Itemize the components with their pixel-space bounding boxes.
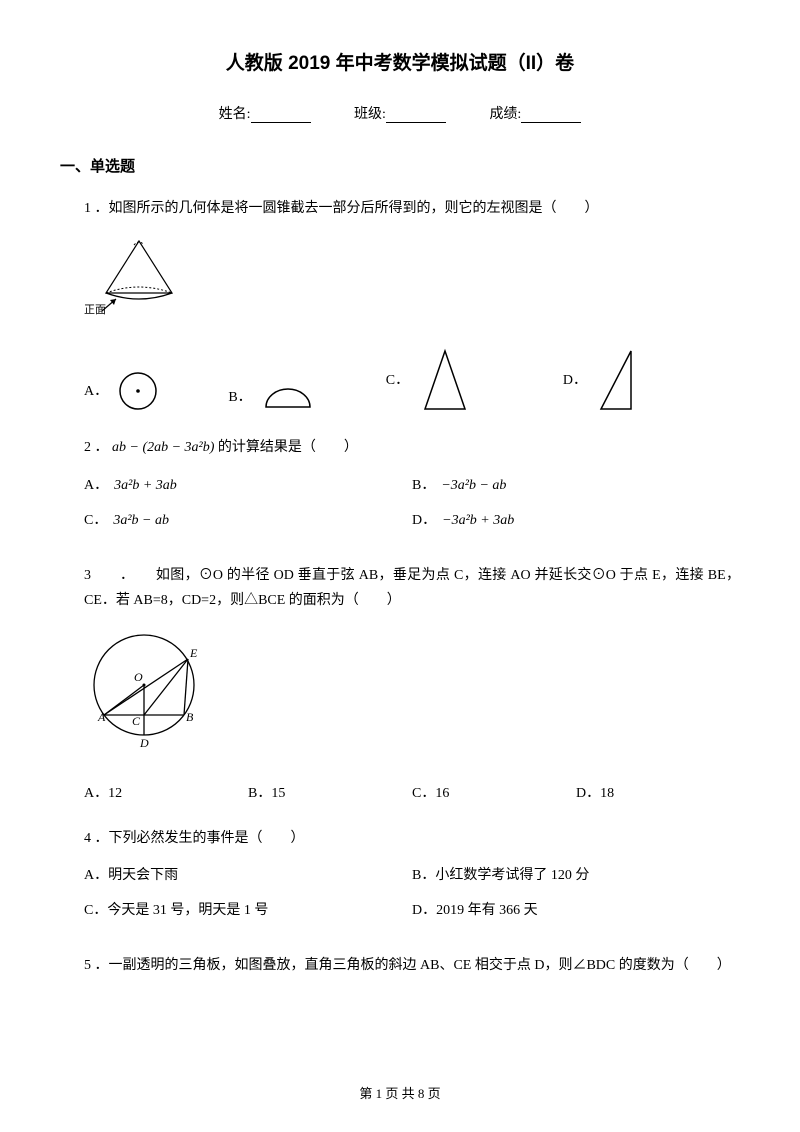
q1-opt-a-label: A． — [84, 379, 108, 404]
q3-opt-d[interactable]: D．18 — [576, 781, 740, 806]
name-label: 姓名: — [219, 107, 251, 122]
section-1-header: 一、单选题 — [60, 155, 740, 176]
svg-text:C: C — [132, 714, 141, 728]
score-blank[interactable] — [521, 109, 581, 123]
q1-opt-a[interactable]: A． — [84, 367, 228, 415]
q2-opt-b[interactable]: B． −3a²b − ab — [412, 473, 740, 498]
question-4: 4 ．下列必然发生的事件是（ ） A．明天会下雨 B．小红数学考试得了 120 … — [60, 826, 740, 934]
q2-prefix: 2 ． — [84, 440, 109, 455]
q2-opt-a-text: 3a²b + 3ab — [114, 473, 177, 498]
page-footer: 第 1 页 共 8 页 — [0, 1083, 800, 1102]
q4-opt-b-text: B．小红数学考试得了 120 分 — [412, 863, 589, 888]
q3-text: 3 ． 如图，⊙O 的半径 OD 垂直于弦 AB，垂足为点 C，连接 AO 并延… — [84, 563, 740, 613]
q3-figure: A B C D E O — [84, 625, 740, 762]
class-label: 班级: — [354, 107, 386, 122]
svg-text:A: A — [97, 710, 106, 724]
q2-opt-c-label: C． — [84, 508, 107, 533]
q2-suffix: 的计算结果是（ ） — [218, 440, 358, 455]
q4-opt-d[interactable]: D．2019 年有 366 天 — [412, 898, 740, 923]
page-container: 人教版 2019 年中考数学模拟试题（II）卷 姓名: 班级: 成绩: 一、单选… — [0, 0, 800, 1020]
triangle-icon — [415, 345, 475, 415]
circle-dot-icon — [114, 367, 162, 415]
q4-text: 4 ．下列必然发生的事件是（ ） — [84, 826, 740, 851]
q4-opt-b[interactable]: B．小红数学考试得了 120 分 — [412, 863, 740, 888]
q4-opt-c-text: C．今天是 31 号，明天是 1 号 — [84, 898, 268, 923]
q4-opt-d-text: D．2019 年有 366 天 — [412, 898, 538, 923]
q3-opt-b-text: B．15 — [248, 781, 285, 806]
q1-options: A． B． C． D． — [84, 345, 740, 415]
q2-opt-d[interactable]: D． −3a²b + 3ab — [412, 508, 740, 533]
q4-opt-a-text: A．明天会下雨 — [84, 863, 178, 888]
q3-opt-b[interactable]: B．15 — [248, 781, 412, 806]
q2-formula: ab − (2ab − 3a²b) — [112, 440, 214, 455]
svg-text:B: B — [186, 710, 194, 724]
cone-figure: 正面 — [84, 233, 194, 318]
svg-text:E: E — [189, 646, 198, 660]
q1-opt-b[interactable]: B． — [228, 379, 385, 415]
q1-opt-c[interactable]: C． — [386, 345, 563, 415]
student-info-row: 姓名: 班级: 成绩: — [60, 103, 740, 123]
q2-opt-d-text: −3a²b + 3ab — [442, 508, 514, 533]
question-3: 3 ． 如图，⊙O 的半径 OD 垂直于弦 AB，垂足为点 C，连接 AO 并延… — [60, 563, 740, 806]
q1-opt-d[interactable]: D． — [563, 345, 740, 415]
question-5: 5 ．一副透明的三角板，如图叠放，直角三角板的斜边 AB、CE 相交于点 D，则… — [60, 953, 740, 978]
q3-opt-d-text: D．18 — [576, 781, 614, 806]
q4-opt-a[interactable]: A．明天会下雨 — [84, 863, 412, 888]
question-2: 2 ． ab − (2ab − 3a²b) 的计算结果是（ ） A． 3a²b … — [60, 435, 740, 543]
q1-opt-d-label: D． — [563, 368, 587, 393]
circle-geometry-icon: A B C D E O — [84, 625, 214, 753]
svg-text:O: O — [134, 670, 143, 684]
name-blank[interactable] — [251, 109, 311, 123]
q2-opt-a-label: A． — [84, 473, 108, 498]
q3-opt-a-text: A．12 — [84, 781, 122, 806]
q2-opt-c[interactable]: C． 3a²b − ab — [84, 508, 412, 533]
q1-opt-b-label: B． — [228, 385, 251, 410]
q3-opt-c-text: C．16 — [412, 781, 449, 806]
q3-options: A．12 B．15 C．16 D．18 — [84, 781, 740, 806]
score-label: 成绩: — [489, 107, 521, 122]
q2-opt-d-label: D． — [412, 508, 436, 533]
q2-opt-b-label: B． — [412, 473, 435, 498]
svg-text:D: D — [139, 736, 149, 750]
q3-opt-a[interactable]: A．12 — [84, 781, 248, 806]
question-1: 1 ．如图所示的几何体是将一圆锥截去一部分后所得到的，则它的左视图是（ ） 正面… — [60, 196, 740, 415]
right-triangle-icon — [593, 345, 643, 415]
q2-opt-b-text: −3a²b − ab — [441, 473, 506, 498]
q1-text: 1 ．如图所示的几何体是将一圆锥截去一部分后所得到的，则它的左视图是（ ） — [84, 196, 740, 221]
q1-opt-c-label: C． — [386, 368, 409, 393]
q3-opt-c[interactable]: C．16 — [412, 781, 576, 806]
q4-opt-c[interactable]: C．今天是 31 号，明天是 1 号 — [84, 898, 412, 923]
q5-text: 5 ．一副透明的三角板，如图叠放，直角三角板的斜边 AB、CE 相交于点 D，则… — [84, 953, 740, 978]
semicircle-icon — [258, 379, 318, 415]
exam-title: 人教版 2019 年中考数学模拟试题（II）卷 — [60, 48, 740, 75]
q4-options: A．明天会下雨 B．小红数学考试得了 120 分 C．今天是 31 号，明天是 … — [84, 863, 740, 933]
class-blank[interactable] — [386, 109, 446, 123]
q2-opt-c-text: 3a²b − ab — [113, 508, 169, 533]
q1-figure: 正面 — [84, 233, 740, 327]
q2-text: 2 ． ab − (2ab − 3a²b) 的计算结果是（ ） — [84, 435, 740, 460]
q2-opt-a[interactable]: A． 3a²b + 3ab — [84, 473, 412, 498]
q2-options: A． 3a²b + 3ab B． −3a²b − ab C． 3a²b − ab… — [84, 473, 740, 543]
front-label: 正面 — [84, 304, 106, 316]
